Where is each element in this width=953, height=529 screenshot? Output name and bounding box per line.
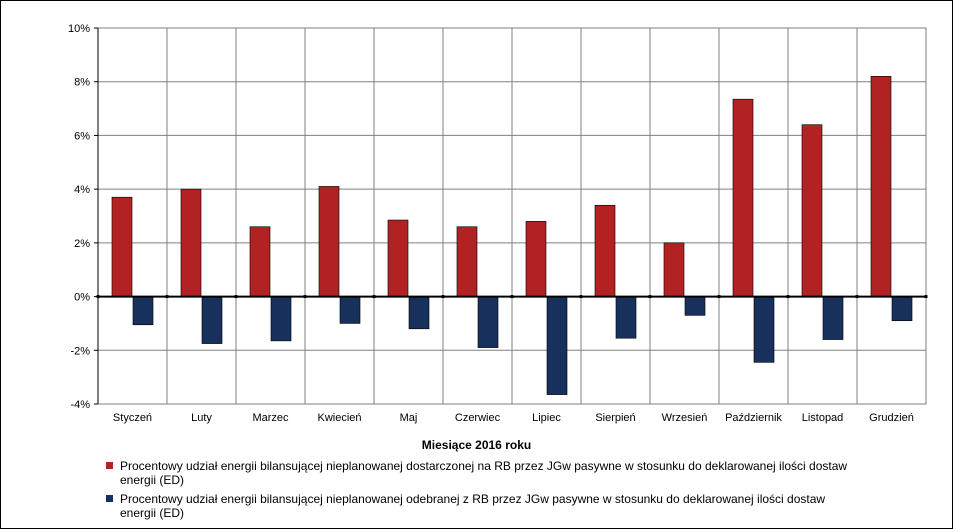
x-tick-mark — [717, 295, 721, 299]
bar-received-10 — [753, 296, 775, 363]
x-tick-label: Luty — [191, 412, 212, 424]
axes — [94, 27, 928, 405]
bar-delivered-8 — [594, 204, 616, 297]
x-tick-label: Marzec — [252, 412, 289, 424]
bar-delivered-1 — [111, 196, 133, 297]
x-tick-mark — [165, 295, 169, 299]
y-tick-label: 6% — [74, 130, 90, 142]
x-tick-label: Grudzień — [869, 412, 914, 424]
bar-delivered-2 — [180, 188, 202, 297]
y-tick-label: -4% — [70, 399, 90, 411]
bar-delivered-5 — [387, 219, 409, 297]
bar-delivered-4 — [318, 186, 340, 297]
grid-lines — [98, 27, 926, 405]
bar-delivered-7 — [525, 221, 547, 297]
bar-received-11 — [822, 296, 844, 340]
legend-label-received: Procentowy udział energii bilansującej n… — [120, 492, 826, 520]
x-tick-label: Sierpień — [595, 412, 635, 424]
y-tick-label: 0% — [74, 292, 90, 304]
x-tick-mark — [234, 295, 238, 299]
bar-delivered-3 — [249, 226, 271, 297]
x-tick-mark — [786, 295, 790, 299]
x-tick-mark — [303, 295, 307, 299]
legend-swatch-navy — [106, 495, 113, 502]
x-tick-label: Lipiec — [532, 412, 561, 424]
x-tick-mark — [648, 295, 652, 299]
x-tick-label: Kwiecień — [317, 412, 361, 424]
bar-delivered-6 — [456, 226, 478, 297]
x-tick-mark — [372, 295, 376, 299]
y-tick-label: 8% — [74, 77, 90, 89]
bar-delivered-10 — [732, 98, 754, 297]
legend-label-delivered: Procentowy udział energii bilansującej n… — [120, 459, 848, 487]
bar-received-5 — [408, 296, 430, 330]
y-tick-label: 10% — [68, 23, 90, 35]
x-tick-mark — [510, 295, 514, 299]
x-tick-label: Maj — [400, 412, 418, 424]
bar-delivered-12 — [870, 76, 892, 297]
bar-received-4 — [339, 296, 361, 324]
x-tick-mark — [924, 295, 928, 299]
bar-received-8 — [615, 296, 637, 339]
x-tick-mark — [855, 295, 859, 299]
bar-received-2 — [201, 296, 223, 344]
x-tick-mark — [441, 295, 445, 299]
bar-received-7 — [546, 296, 568, 395]
legend-swatch-red — [106, 462, 113, 469]
x-tick-mark — [96, 295, 100, 299]
bar-delivered-11 — [801, 124, 823, 297]
bar-received-1 — [132, 296, 154, 326]
bar-received-9 — [684, 296, 706, 316]
x-tick-label: Listopad — [802, 412, 844, 424]
x-axis-label: Miesiące 2016 roku — [421, 438, 532, 452]
bar-delivered-9 — [663, 242, 685, 297]
x-tick-label: Październik — [725, 412, 782, 424]
x-tick-label: Wrzesień — [662, 412, 708, 424]
bar-received-12 — [891, 296, 913, 322]
x-tick-labels: Styczeń Luty Marzec Kwiecień Maj Czerwiec Lipi… — [113, 412, 914, 424]
x-tick-mark — [579, 295, 583, 299]
y-tick-label: 2% — [74, 238, 90, 250]
y-tick-labels: 10% 8% 6% 4% 2% 0% -2% -4% — [68, 23, 90, 411]
y-tick-label: 4% — [74, 184, 90, 196]
x-tick-label: Czerwiec — [455, 412, 501, 424]
bars — [111, 76, 913, 395]
bar-received-3 — [270, 296, 292, 342]
y-tick-label: -2% — [70, 345, 90, 357]
bar-received-6 — [477, 296, 499, 348]
x-tick-label: Styczeń — [113, 412, 152, 424]
